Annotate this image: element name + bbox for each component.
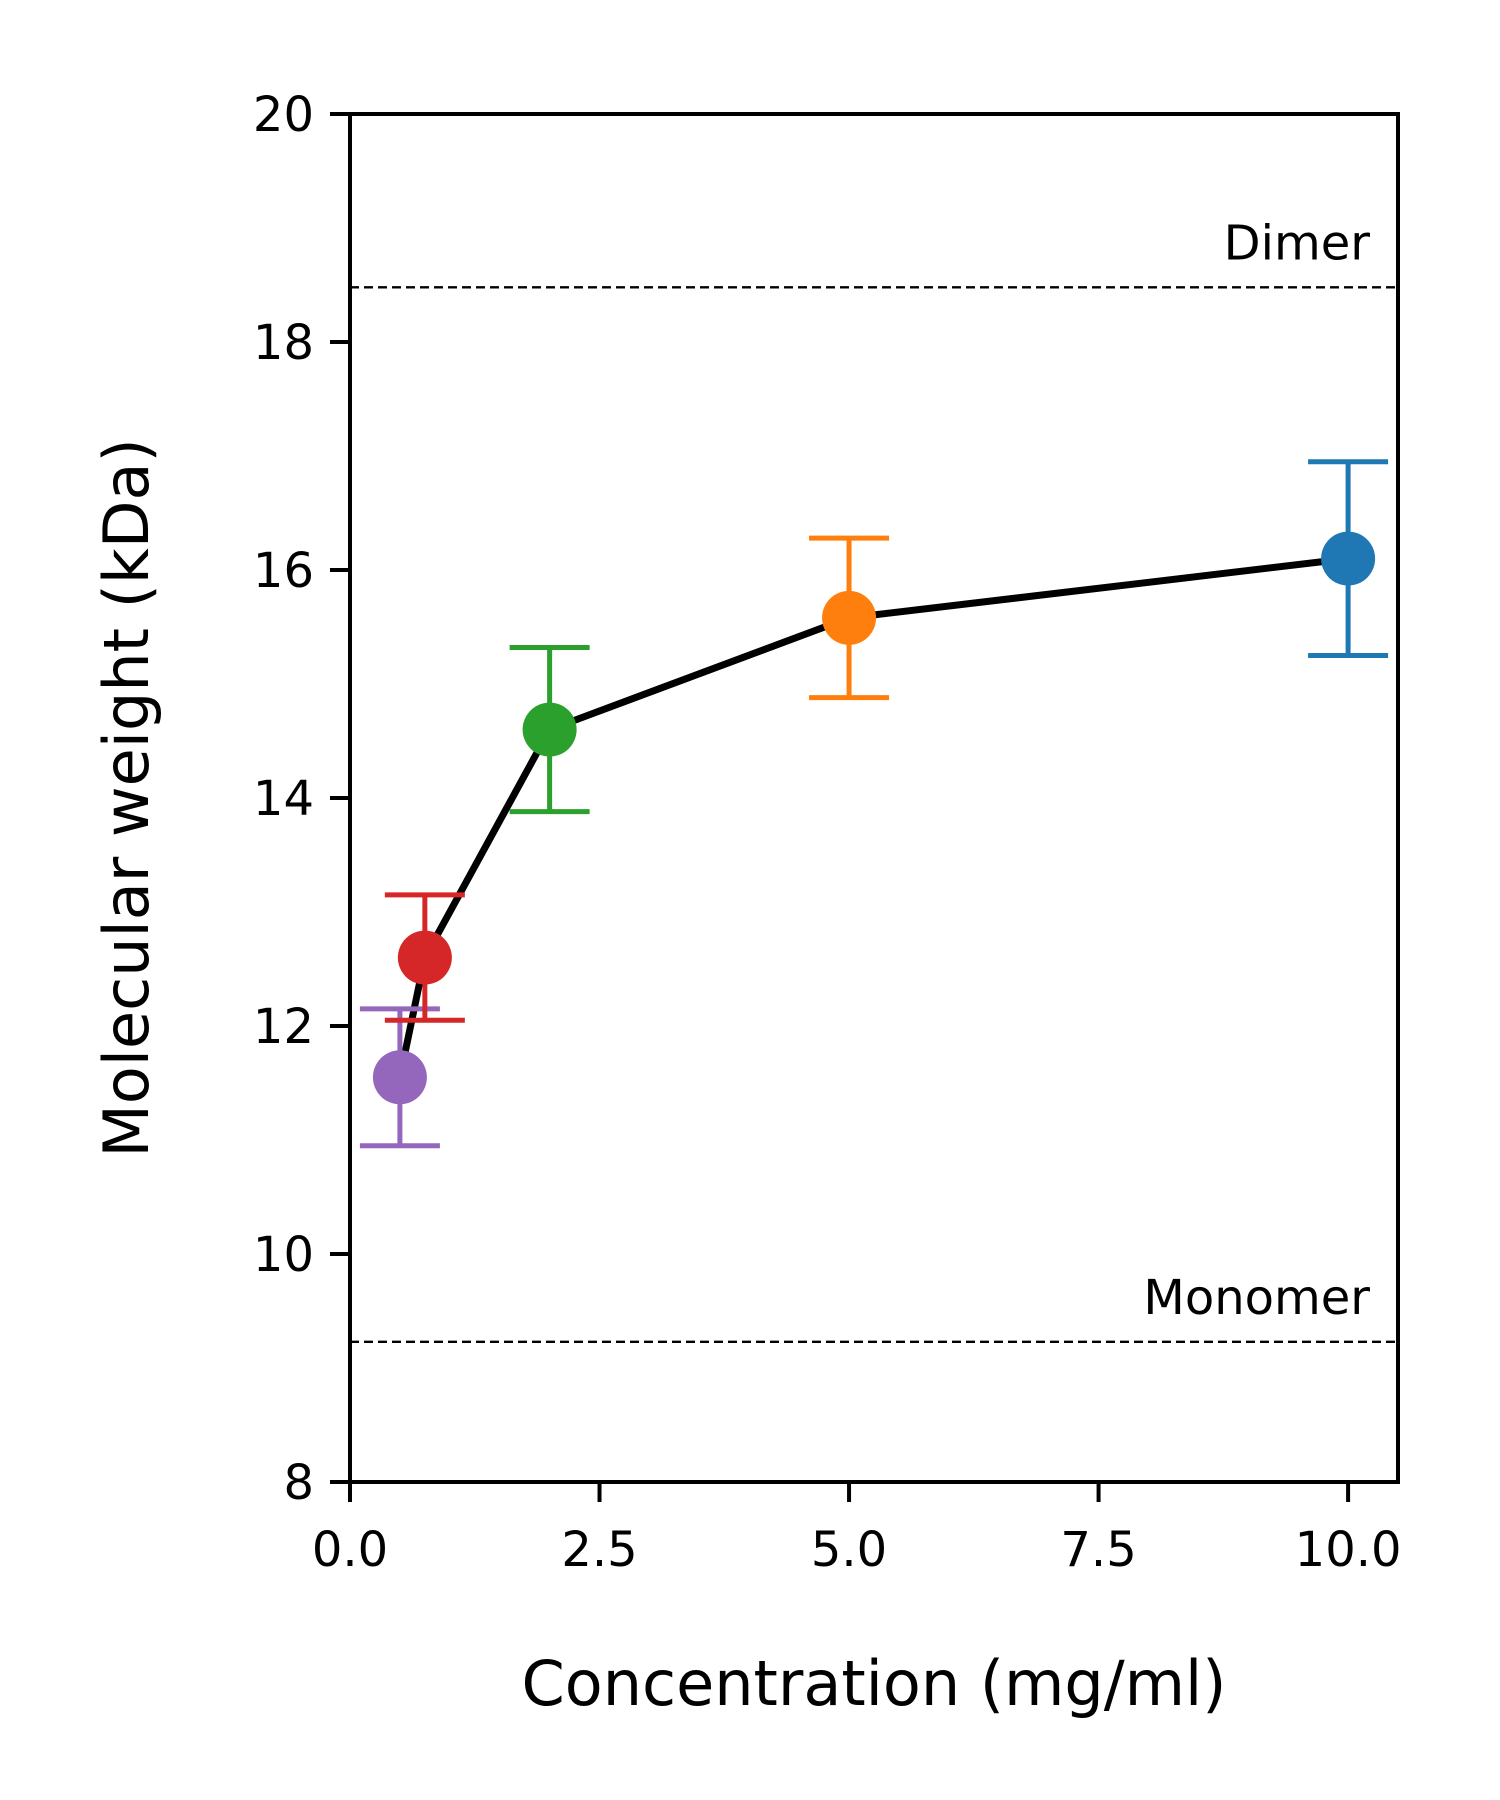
y-tick-label: 8 bbox=[283, 1455, 314, 1511]
y-tick-label: 12 bbox=[253, 999, 314, 1055]
data-point-3 bbox=[809, 535, 890, 701]
x-tick-label: 10.0 bbox=[1295, 1522, 1402, 1578]
y-axis-title: Molecular weight (kDa) bbox=[90, 438, 163, 1157]
data-points bbox=[359, 459, 1389, 1149]
x-tick-label: 0.0 bbox=[312, 1522, 388, 1578]
x-tick-label: 7.5 bbox=[1060, 1522, 1136, 1578]
y-tick-label: 20 bbox=[253, 87, 314, 143]
reference-label-monomer: Monomer bbox=[1143, 1270, 1370, 1326]
data-point-0 bbox=[359, 1006, 440, 1149]
data-marker bbox=[822, 590, 877, 645]
series-line bbox=[396, 555, 1349, 1079]
x-tick-label: 5.0 bbox=[811, 1522, 887, 1578]
data-point-4 bbox=[1308, 459, 1389, 658]
x-axis-ticks: 0.0 2.5 5.0 7.5 10.0 bbox=[312, 1482, 1402, 1578]
data-point-2 bbox=[509, 645, 590, 815]
y-tick-label: 18 bbox=[253, 315, 314, 371]
y-tick-label: 10 bbox=[253, 1227, 314, 1283]
data-marker bbox=[372, 1050, 427, 1105]
y-tick-label: 14 bbox=[253, 771, 314, 827]
data-marker bbox=[397, 930, 452, 985]
data-point-1 bbox=[384, 892, 465, 1023]
data-marker bbox=[522, 702, 577, 757]
x-axis-title: Concentration (mg/ml) bbox=[522, 1647, 1227, 1720]
y-tick-label: 16 bbox=[253, 543, 314, 599]
x-tick-label: 2.5 bbox=[561, 1522, 637, 1578]
data-marker bbox=[1321, 531, 1376, 586]
y-axis-ticks: 8 10 12 14 16 18 20 bbox=[253, 87, 350, 1511]
reference-label-dimer: Dimer bbox=[1224, 215, 1371, 271]
reference-lines: Dimer Monomer bbox=[350, 215, 1398, 1343]
series-line-layer bbox=[396, 555, 1349, 1079]
